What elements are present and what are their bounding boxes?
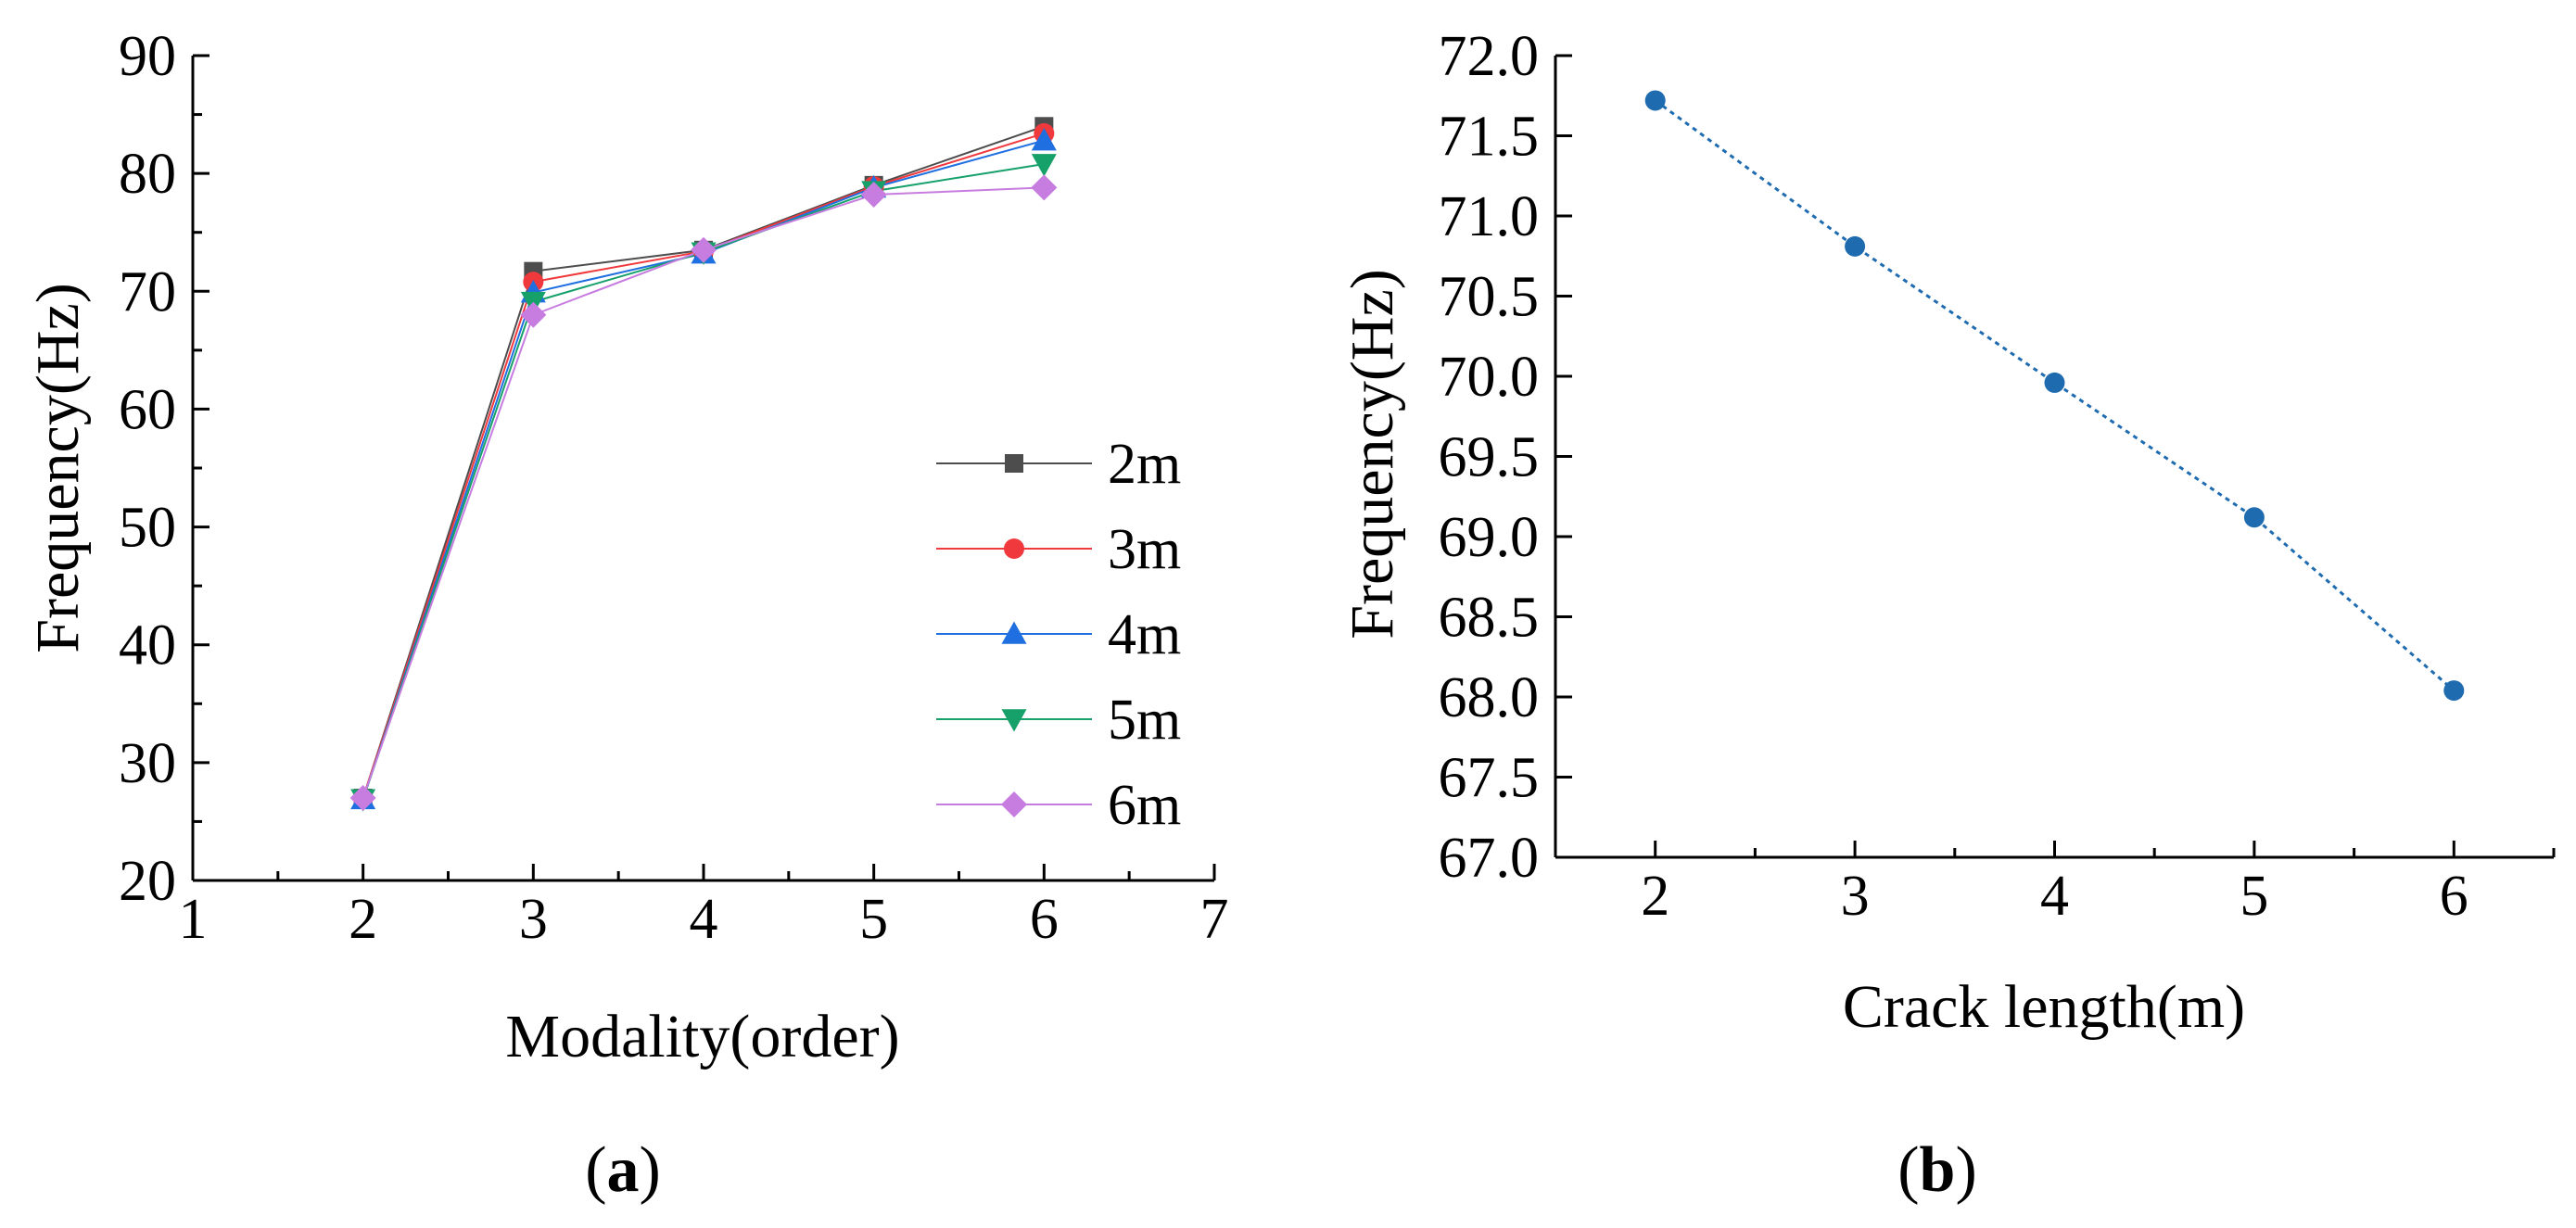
chart-b-x-tick-label: 4 [2040,865,2069,928]
chart-b-y-tick-label: 69.0 [1439,506,1540,569]
chart-a-y-tick-label: 40 [119,614,176,677]
data-point-frequency [2044,372,2065,393]
chart-b-y-tick-label: 67.5 [1439,747,1540,810]
legend-marker-3m [1004,538,1024,559]
chart-a-ylabel: Frequency(Hz) [24,283,92,652]
series-line-3m [362,132,1045,799]
chart-a-y-tick-label: 50 [119,497,176,560]
legend-marker-2m [1005,454,1023,473]
legend-marker-4m [1001,621,1027,644]
chart-b: 2 3 4 5 6 67.0 67.5 68.0 68.5 69.0 69.5 70.0 70.5 71.… [1339,25,2556,1041]
chart-b-y-tick-label: 68.0 [1439,666,1540,729]
chart-b-axes: 2 3 4 5 6 67.0 67.5 68.0 68.5 69.0 69.5 70.0 70.5 71.… [1439,25,2556,928]
chart-a-x-tick-label: 2 [349,888,377,951]
panel-label-a: (a) [585,1134,661,1206]
chart-b-xlabel: Crack length(m) [1843,973,2245,1041]
chart-a-y-tick-label: 70 [119,260,176,323]
data-point-6m [1031,174,1058,201]
chart-b-y-tick-label: 68.5 [1439,587,1540,650]
chart-a-x-tick-label: 1 [179,888,208,951]
chart-a-x-tick-label: 7 [1200,888,1229,951]
chart-b-y-tick-label: 71.5 [1439,106,1540,169]
chart-b-x-tick-label: 3 [1841,865,1870,928]
chart-b-y-tick-label: 71.0 [1439,185,1540,248]
chart-b-y-tick-label: 69.5 [1439,426,1540,489]
chart-a-y-tick-label: 80 [119,143,176,206]
chart-b-x-tick-label: 6 [2440,865,2468,928]
data-point-6m [520,301,547,328]
chart-b-x-tick-label: 2 [1641,865,1669,928]
chart-b-y-tick-label: 72.0 [1439,25,1540,88]
chart-a-legend: 2m 3m 4m 5m 6m [936,433,1181,837]
chart-a-y-tick-label: 30 [119,732,176,795]
series-line-2m [362,125,1045,799]
chart-a-axes: 1 2 3 4 5 6 7 20 30 40 50 60 70 80 90 [119,25,1229,951]
chart-a-x-tick-label: 6 [1030,888,1059,951]
data-point-5m [1031,154,1057,177]
chart-a-y-tick-label: 90 [119,25,176,88]
data-point-frequency [1644,90,1666,111]
data-point-6m [349,785,376,811]
chart-a-x-tick-label: 3 [519,888,548,951]
data-point-6m [860,182,887,209]
data-point-6m [691,236,717,263]
legend-label-4m: 4m [1108,603,1181,666]
panel-label-b: (b) [1897,1134,1977,1206]
data-point-frequency [2443,680,2465,702]
data-point-frequency [1845,235,1866,257]
chart-b-series [1644,90,2465,702]
chart-a-y-tick-label: 60 [119,378,176,441]
chart-a-xlabel: Modality(order) [505,1003,899,1070]
legend-marker-5m [1001,709,1027,732]
chart-b-y-tick-label: 70.0 [1439,346,1540,409]
chart-a-x-tick-label: 5 [859,888,888,951]
legend-marker-6m [1001,791,1027,817]
chart-a-y-tick-label: 20 [119,850,176,913]
legend-label-5m: 5m [1108,689,1181,752]
chart-a-series [349,117,1058,812]
chart-b-ylabel: Frequency(Hz) [1339,269,1406,639]
chart-a: 1 2 3 4 5 6 7 20 30 40 50 60 70 80 90 2m 3m 4m 5m 6m Modal… [24,25,1229,1070]
series-line-frequency [1654,99,2455,692]
legend-label-2m: 2m [1108,433,1181,496]
chart-b-y-tick-label: 70.5 [1439,266,1540,329]
chart-a-x-tick-label: 4 [690,888,718,951]
data-point-4m [1031,128,1057,151]
chart-b-x-tick-label: 5 [2240,865,2268,928]
data-point-frequency [2243,507,2265,528]
legend-label-3m: 3m [1108,518,1181,581]
legend-label-6m: 6m [1108,774,1181,837]
chart-b-y-tick-label: 67.0 [1439,827,1540,890]
